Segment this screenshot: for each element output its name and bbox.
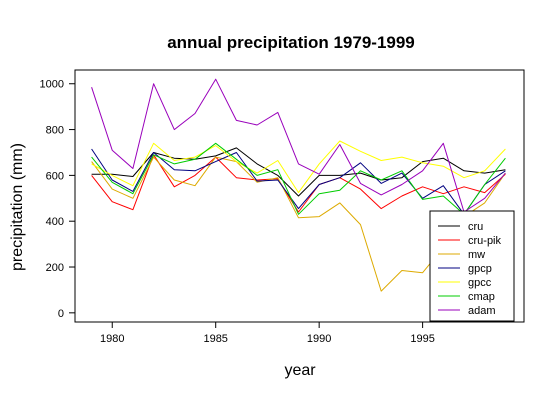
series-line-adam (91, 78, 506, 213)
plot-area (74, 69, 525, 323)
series-lines (91, 78, 506, 292)
legend-label-cmap: cmap (468, 291, 495, 303)
y-tick-label: 200 (46, 262, 64, 274)
y-tick-label: 0 (58, 308, 64, 320)
legend-label-gpcp: gpcp (468, 263, 492, 275)
series-line-cru (91, 147, 506, 197)
x-tick-label: 1995 (410, 333, 434, 345)
legend-label-cru: cru (468, 221, 483, 233)
x-tick-label: 1990 (307, 333, 331, 345)
legend-label-gpcc: gpcc (468, 277, 492, 289)
legend: cru cru-pik mw gpcp gpcc cmap adam (429, 210, 515, 322)
series-line-gpcc (91, 140, 506, 194)
series-line-cmap (91, 142, 506, 215)
y-tick-label: 600 (46, 170, 64, 182)
x-axis: 1980 1985 1990 1995 (100, 322, 435, 345)
x-tick-label: 1980 (100, 333, 124, 345)
legend-box (429, 210, 515, 322)
legend-label-cru-pik: cru-pik (468, 235, 502, 247)
legend-label-mw: mw (468, 249, 485, 261)
chart-title: annual precipitation 1979-1999 (167, 33, 415, 52)
x-tick-label: 1985 (203, 333, 227, 345)
legend-label-adam: adam (468, 305, 496, 317)
y-tick-label: 1000 (40, 79, 64, 91)
y-axis-title: precipitation (mm) (9, 143, 26, 271)
y-axis: 0 200 400 600 800 1000 (40, 79, 75, 320)
y-tick-label: 800 (46, 125, 64, 137)
y-tick-label: 400 (46, 216, 64, 228)
x-axis-title: year (284, 362, 316, 379)
